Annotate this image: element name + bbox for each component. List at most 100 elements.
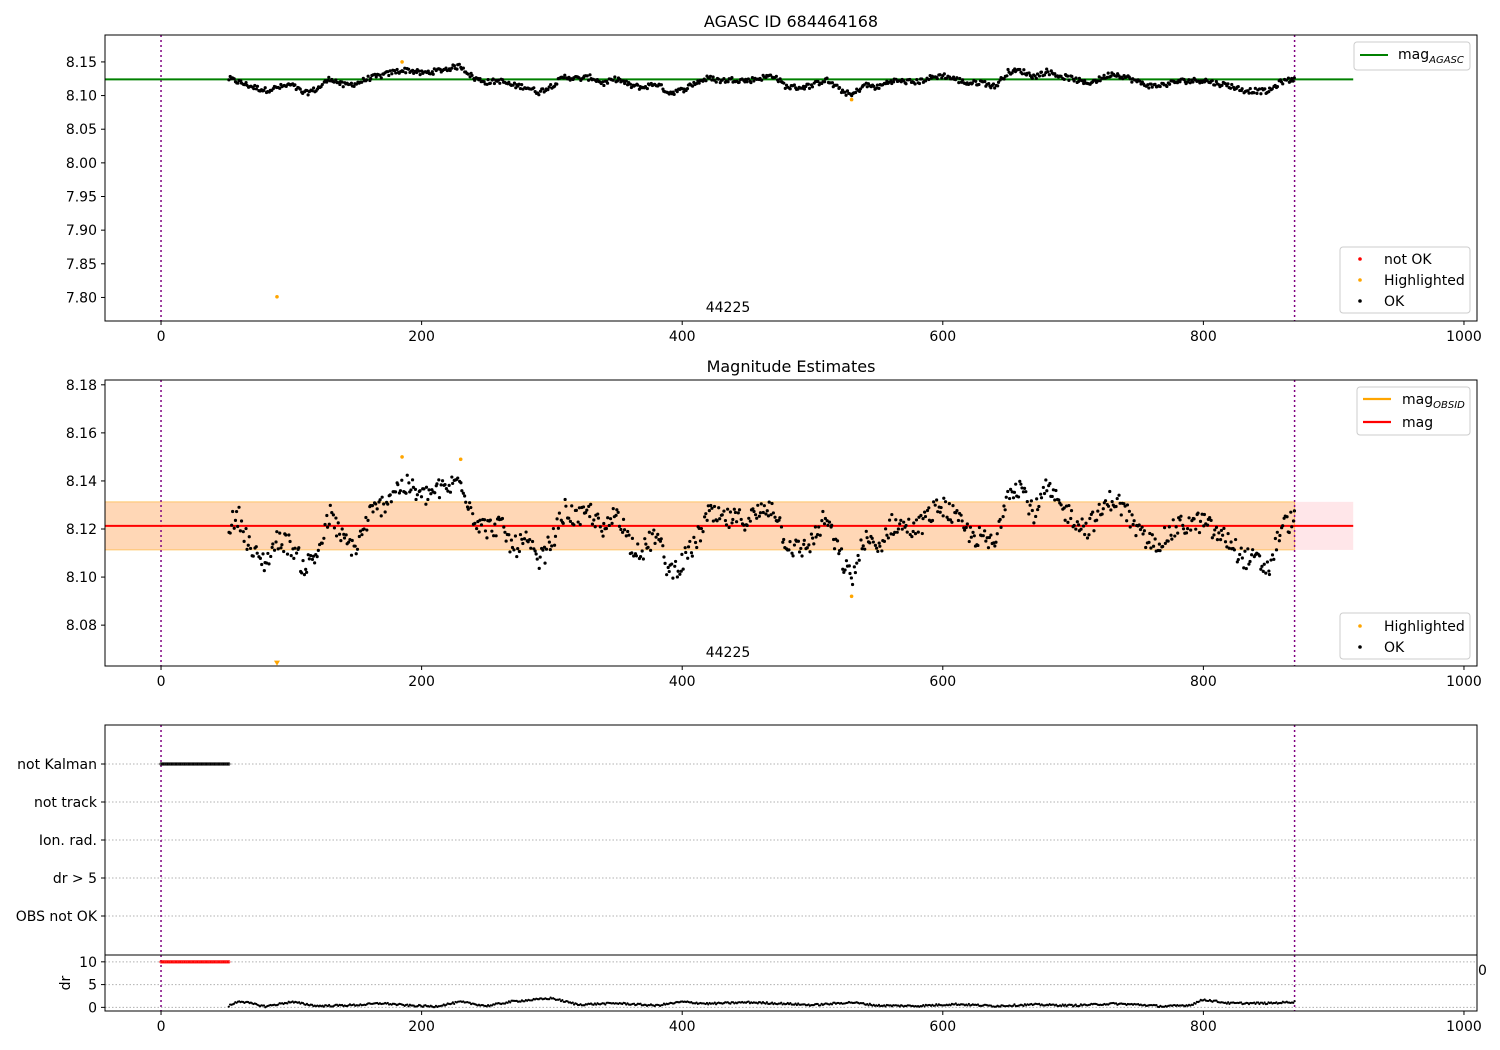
dr-point — [277, 1003, 280, 1006]
ok-point — [1019, 482, 1023, 486]
ok-point — [1174, 525, 1178, 529]
dr-point — [729, 1002, 732, 1005]
ok-point — [1184, 531, 1189, 535]
ok-point — [697, 526, 701, 530]
ok-point — [704, 512, 708, 516]
ok-point — [533, 549, 537, 553]
ok-point — [550, 544, 554, 548]
ok-point — [913, 82, 917, 86]
ok-point — [652, 528, 656, 532]
ok-point — [778, 516, 782, 520]
ok-point — [701, 530, 705, 534]
ok-point — [255, 551, 259, 555]
ok-point — [889, 532, 893, 536]
ok-point — [947, 502, 951, 506]
ok-point — [752, 79, 756, 83]
legend-marker — [1358, 624, 1362, 628]
ok-point — [246, 543, 250, 547]
ok-point — [334, 534, 339, 538]
ok-point — [1004, 495, 1008, 499]
ok-point — [899, 518, 903, 522]
ok-point — [969, 535, 973, 539]
ok-point — [1070, 74, 1074, 78]
ok-point — [271, 542, 275, 546]
ok-point — [705, 518, 709, 522]
x-tick-label: 0 — [157, 1019, 166, 1035]
ok-point — [723, 518, 728, 523]
ok-point — [620, 530, 625, 534]
ok-point — [622, 79, 626, 83]
ok-point — [1265, 560, 1270, 564]
dr-point — [771, 1001, 774, 1004]
ok-point — [802, 538, 806, 542]
ok-point — [354, 552, 358, 556]
ok-point — [801, 84, 806, 88]
dr-point — [548, 998, 551, 1001]
ok-point — [630, 551, 634, 555]
ok-point — [970, 81, 974, 85]
ok-point — [1267, 569, 1271, 573]
ok-point — [401, 69, 405, 74]
category-label: OBS not OK — [16, 909, 98, 925]
dr-point — [632, 1002, 636, 1005]
legend-marker — [1358, 645, 1362, 649]
ok-point — [278, 531, 282, 535]
ok-point — [552, 84, 557, 88]
ok-point — [1054, 488, 1058, 493]
ok-point — [415, 493, 419, 497]
ok-point — [753, 513, 758, 517]
ok-point — [1039, 492, 1043, 496]
ok-point — [334, 516, 338, 520]
ok-point — [807, 86, 812, 90]
ok-point — [818, 533, 822, 537]
ok-point — [547, 85, 551, 89]
ok-point — [825, 76, 829, 80]
y-tick-label: 0 — [88, 1000, 97, 1016]
ok-point — [336, 521, 340, 525]
ok-point — [1210, 79, 1214, 83]
ok-point — [463, 494, 467, 498]
dr-point — [1225, 1002, 1228, 1005]
ok-point — [1100, 512, 1104, 516]
y-tick-label: 5 — [88, 978, 97, 994]
ok-point — [588, 73, 592, 77]
dr-point — [707, 1003, 710, 1006]
ok-point — [276, 547, 280, 551]
ok-point — [1128, 77, 1132, 81]
ok-point — [1167, 82, 1172, 86]
ok-point — [877, 541, 881, 545]
ok-point — [779, 525, 784, 529]
ok-point — [365, 528, 369, 532]
dr-point — [406, 1003, 409, 1006]
ok-point — [1189, 528, 1193, 532]
ok-point — [563, 73, 567, 77]
ok-point — [932, 500, 936, 504]
y-tick-label: 8.16 — [66, 426, 97, 442]
ok-point — [768, 73, 773, 77]
ok-point — [1035, 72, 1040, 76]
ok-point — [364, 78, 369, 82]
ok-point — [418, 72, 422, 77]
ok-point — [497, 515, 501, 519]
ok-point — [1257, 87, 1262, 91]
x-tick-label: 400 — [669, 329, 696, 345]
ok-point — [924, 79, 928, 83]
ok-point — [1210, 536, 1214, 540]
ok-point — [1106, 71, 1110, 75]
ok-point — [682, 90, 686, 94]
ok-point — [1153, 82, 1157, 86]
dr-point — [789, 1002, 792, 1005]
ok-point — [228, 531, 232, 535]
dr-point — [1254, 1002, 1257, 1006]
clipped-tick-label: 0 — [1478, 963, 1487, 979]
ok-point — [1187, 78, 1191, 82]
ok-point — [843, 90, 847, 94]
ok-point — [334, 78, 338, 82]
ok-point — [407, 481, 411, 485]
ok-point — [984, 539, 988, 543]
ok-point — [294, 551, 299, 555]
ok-point — [1250, 553, 1254, 557]
ok-point — [1225, 545, 1229, 549]
ok-point — [366, 74, 370, 78]
ok-point — [1244, 566, 1248, 571]
